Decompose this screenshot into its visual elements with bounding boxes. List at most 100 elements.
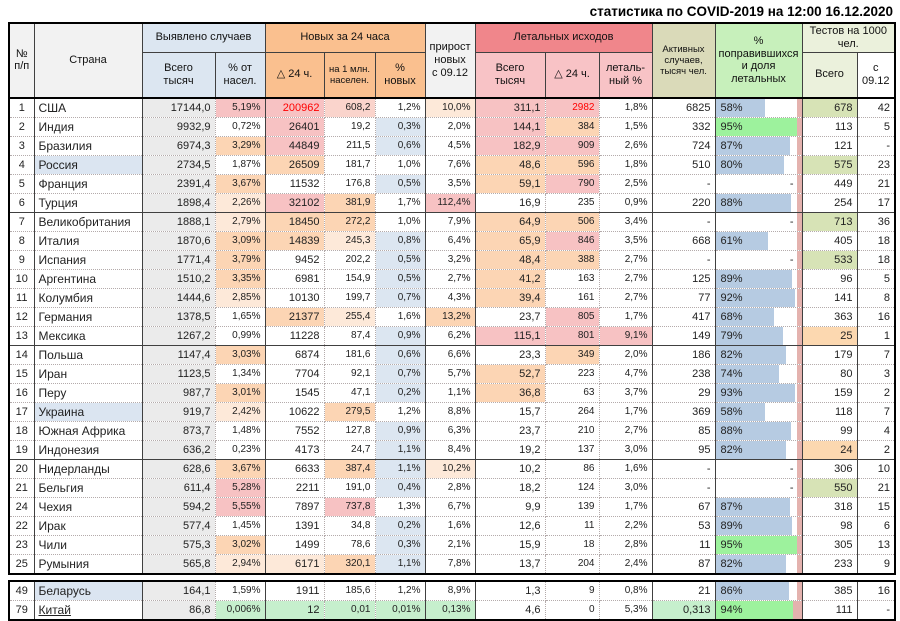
lethality-pct-cell[interactable]: 1,7% (599, 307, 653, 327)
country-cell[interactable]: Бельгия (34, 478, 143, 498)
country-cell[interactable]: Беларусь (34, 579, 143, 601)
recovered-share-cell[interactable]: - (715, 250, 803, 270)
row-number-cell[interactable]: 19 (8, 440, 35, 460)
new-per-1m-cell[interactable]: 181,7 (324, 155, 376, 175)
cases-pct-population-cell[interactable]: 0,72% (215, 117, 266, 137)
tests-since-0912-cell[interactable]: 18 (857, 231, 896, 251)
growth-since-0912-cell[interactable]: 8,4% (425, 440, 476, 460)
cases-total-cell[interactable]: 636,2 (142, 440, 216, 460)
tests-since-0912-cell[interactable]: 9 (857, 554, 896, 575)
growth-since-0912-cell[interactable]: 8,9% (425, 579, 476, 601)
active-cases-cell[interactable]: 87 (652, 554, 716, 575)
cases-total-cell[interactable]: 17144,0 (142, 97, 216, 118)
cases-pct-population-cell[interactable]: 1,34% (215, 364, 266, 384)
recovered-share-cell[interactable]: 92% (715, 288, 803, 308)
lethality-pct-cell[interactable]: 1,6% (599, 459, 653, 479)
tests-since-0912-cell[interactable]: 5 (857, 117, 896, 137)
country-cell[interactable]: Индия (34, 117, 143, 137)
row-number-cell[interactable]: 21 (8, 478, 35, 498)
active-cases-cell[interactable]: 11 (652, 535, 716, 555)
header-active-cases[interactable]: Активных случаев, тысяч чел. (651, 22, 716, 99)
cases-pct-population-cell[interactable]: 3,67% (215, 174, 266, 194)
tests-since-0912-cell[interactable]: 36 (857, 212, 896, 232)
tests-total-cell[interactable]: 533 (802, 250, 858, 270)
cases-pct-population-cell[interactable]: 3,79% (215, 250, 266, 270)
deaths-total-cell[interactable]: 59,1 (475, 174, 546, 194)
header-lethality-pct[interactable]: леталь- ный % (598, 51, 653, 99)
tests-total-cell[interactable]: 575 (802, 155, 858, 175)
deaths-total-cell[interactable]: 15,9 (475, 535, 546, 555)
new-24h-cell[interactable]: 1545 (265, 383, 325, 403)
recovered-share-cell[interactable]: 58% (715, 402, 803, 422)
cases-total-cell[interactable]: 164,1 (142, 579, 216, 601)
row-number-cell[interactable]: 2 (8, 117, 35, 137)
new-24h-cell[interactable]: 11228 (265, 326, 325, 346)
new-per-1m-cell[interactable]: 191,0 (324, 478, 376, 498)
growth-since-0912-cell[interactable]: 7,8% (425, 554, 476, 575)
lethality-pct-cell[interactable]: 2,2% (599, 516, 653, 536)
new-pct-cell[interactable]: 0,5% (375, 250, 426, 270)
recovered-share-cell[interactable]: 58% (715, 97, 803, 118)
deaths-24h-cell[interactable]: 86 (545, 459, 600, 479)
recovered-share-cell[interactable]: 87% (715, 136, 803, 156)
growth-since-0912-cell[interactable]: 6,4% (425, 231, 476, 251)
row-number-cell[interactable]: 1 (8, 97, 35, 118)
deaths-total-cell[interactable]: 48,4 (475, 250, 546, 270)
tests-since-0912-cell[interactable]: 18 (857, 250, 896, 270)
new-pct-cell[interactable]: 0,7% (375, 364, 426, 384)
new-pct-cell[interactable]: 1,2% (375, 402, 426, 422)
active-cases-cell[interactable]: 417 (652, 307, 716, 327)
growth-since-0912-cell[interactable]: 7,6% (425, 155, 476, 175)
lethality-pct-cell[interactable]: 2,4% (599, 554, 653, 575)
active-cases-cell[interactable]: 724 (652, 136, 716, 156)
cases-pct-population-cell[interactable]: 1,48% (215, 421, 266, 441)
header-deaths-total[interactable]: Всего тысяч (474, 51, 546, 99)
new-per-1m-cell[interactable]: 176,8 (324, 174, 376, 194)
cases-pct-population-cell[interactable]: 2,85% (215, 288, 266, 308)
new-24h-cell[interactable]: 1391 (265, 516, 325, 536)
deaths-24h-cell[interactable]: 506 (545, 212, 600, 232)
tests-total-cell[interactable]: 305 (802, 535, 858, 555)
new-24h-cell[interactable]: 6874 (265, 345, 325, 365)
active-cases-cell[interactable]: 186 (652, 345, 716, 365)
tests-total-cell[interactable]: 113 (802, 117, 858, 137)
recovered-share-cell[interactable]: - (715, 212, 803, 232)
tests-since-0912-cell[interactable]: 13 (857, 535, 896, 555)
tests-since-0912-cell[interactable]: 17 (857, 193, 896, 213)
tests-total-cell[interactable]: 678 (802, 97, 858, 118)
deaths-total-cell[interactable]: 23,7 (475, 421, 546, 441)
recovered-share-cell[interactable]: 95% (715, 535, 803, 555)
row-number-cell[interactable]: 4 (8, 155, 35, 175)
recovered-share-cell[interactable]: 68% (715, 307, 803, 327)
cases-total-cell[interactable]: 6974,3 (142, 136, 216, 156)
header-cases-total[interactable]: Всего тысяч (141, 51, 216, 99)
tests-since-0912-cell[interactable]: - (857, 136, 896, 156)
cases-pct-population-cell[interactable]: 5,55% (215, 497, 266, 517)
deaths-total-cell[interactable]: 16,9 (475, 193, 546, 213)
growth-since-0912-cell[interactable]: 10,2% (425, 459, 476, 479)
new-24h-cell[interactable]: 10622 (265, 402, 325, 422)
recovered-share-cell[interactable]: 86% (715, 579, 803, 601)
tests-total-cell[interactable]: 25 (802, 326, 858, 346)
cases-pct-population-cell[interactable]: 0,99% (215, 326, 266, 346)
new-per-1m-cell[interactable]: 87,4 (324, 326, 376, 346)
growth-since-0912-cell[interactable]: 6,3% (425, 421, 476, 441)
cases-pct-population-cell[interactable]: 3,03% (215, 345, 266, 365)
deaths-total-cell[interactable]: 23,3 (475, 345, 546, 365)
cases-pct-population-cell[interactable]: 0,006% (215, 600, 266, 621)
deaths-24h-cell[interactable]: 137 (545, 440, 600, 460)
country-cell[interactable]: США (34, 97, 143, 118)
deaths-total-cell[interactable]: 182,9 (475, 136, 546, 156)
recovered-share-cell[interactable]: 82% (715, 554, 803, 575)
growth-since-0912-cell[interactable]: 6,6% (425, 345, 476, 365)
cases-total-cell[interactable]: 628,6 (142, 459, 216, 479)
header-tests-since[interactable]: с 09.12 (856, 51, 896, 99)
tests-since-0912-cell[interactable]: 2 (857, 383, 896, 403)
cases-total-cell[interactable]: 575,3 (142, 535, 216, 555)
cases-pct-population-cell[interactable]: 1,45% (215, 516, 266, 536)
tests-since-0912-cell[interactable]: 1 (857, 326, 896, 346)
row-number-cell[interactable]: 25 (8, 554, 35, 575)
cases-pct-population-cell[interactable]: 2,94% (215, 554, 266, 575)
cases-total-cell[interactable]: 611,4 (142, 478, 216, 498)
new-per-1m-cell[interactable]: 381,9 (324, 193, 376, 213)
